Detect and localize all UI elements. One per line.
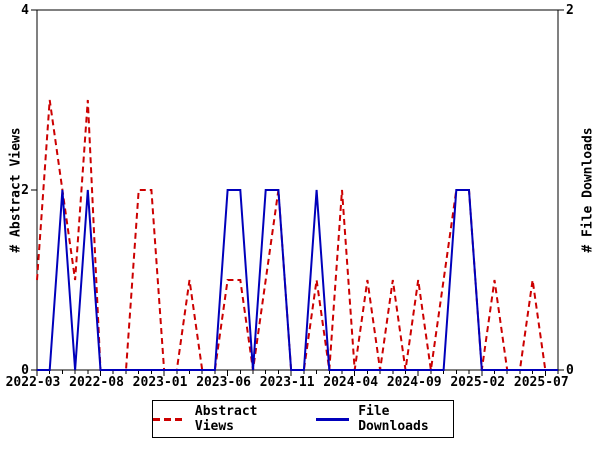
x-tick-label: 2025-07 [514,375,569,390]
x-tick-label: 2025-02 [450,375,505,390]
legend: Abstract Views File Downloads [152,400,454,438]
x-tick-label: 2023-06 [196,375,251,390]
plot-border [36,9,559,371]
legend-abstract-views-line-sample [153,417,186,421]
right-axis-title: # File Downloads [580,127,596,253]
y-tick-label: 0 [566,363,574,378]
legend-file-downloads-label: File Downloads [358,404,429,434]
y-tick-label: 2 [566,3,574,18]
y-axis-left: 0 2 4 [21,3,37,378]
legend-file-downloads-line-sample [316,417,350,421]
file-downloads-line [37,189,558,371]
y-tick-label: 0 [21,363,29,378]
x-tick-label: 2022-08 [69,375,124,390]
x-tick-label: 2024-04 [323,375,378,390]
y-tick-label: 2 [21,183,29,198]
y-axis-right: 02 [558,3,574,378]
legend-abstract-views-label: Abstract Views [194,404,258,434]
x-tick-label: 2024-09 [387,375,442,390]
y-tick-label: 4 [21,3,29,18]
x-tick-label: 2022-03 [6,375,61,390]
left-axis-title: # Abstract Views [8,127,24,253]
x-tick-label: 2023-01 [133,375,188,390]
x-tick-label: 2023-11 [260,375,315,390]
x-axis: 2022-03 2022-08 2023-01 2023-06 2023-11 2024-… [6,370,569,390]
